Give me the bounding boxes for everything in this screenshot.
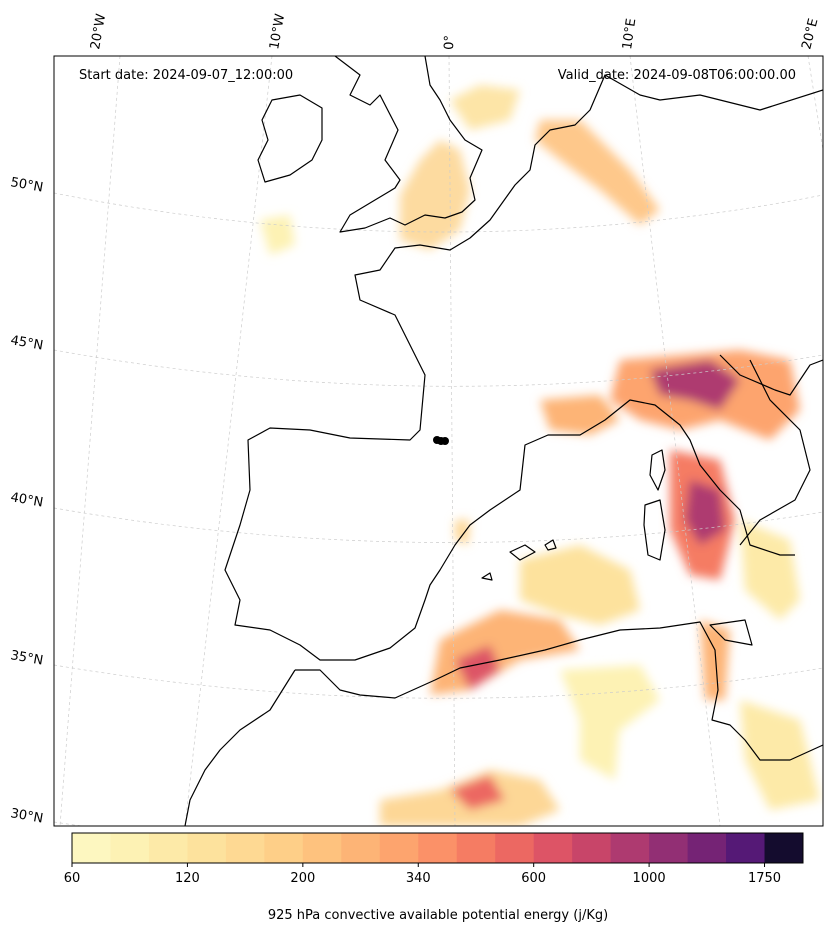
colorbar-swatch: [495, 833, 535, 863]
colorbar-tick-label: 340: [406, 871, 431, 886]
colorbar-swatch: [649, 833, 689, 863]
colorbar: [72, 833, 804, 863]
colorbar-tick-label: 200: [290, 871, 315, 886]
colorbar-swatch: [726, 833, 766, 863]
colorbar-swatch: [264, 833, 304, 863]
colorbar-tick-label: 1000: [633, 871, 666, 886]
map-frame: [53, 55, 824, 827]
lon-label-0: 0°: [442, 35, 458, 50]
valid-date-label: Valid_date: 2024-09-08T06:00:00.00: [558, 68, 796, 83]
lon-label-10w: 10°W: [267, 13, 288, 51]
coastlines: [184, 56, 823, 826]
colorbar-swatch: [72, 833, 111, 863]
colorbar-frame: [71, 832, 804, 864]
colorbar-swatch: [148, 833, 188, 863]
lon-label-20w: 20°W: [88, 13, 109, 51]
colorbar-tick-label: 600: [521, 871, 546, 886]
lon-label-10e: 10°E: [620, 18, 639, 51]
colorbar-swatch: [610, 833, 650, 863]
lat-label-50n: 50°N: [9, 175, 44, 195]
colorbar-tick-label: 60: [64, 871, 81, 886]
colorbar-swatch: [110, 833, 150, 863]
colorbar-swatch: [341, 833, 381, 863]
colorbar-swatch: [225, 833, 265, 863]
colorbar-swatch: [379, 833, 419, 863]
colorbar-tick-label: 120: [175, 871, 200, 886]
colorbar-ticks: 60 120 200 340 600 1000 1750: [64, 863, 781, 886]
colorbar-swatch: [418, 833, 458, 863]
colorbar-swatch: [456, 833, 496, 863]
lon-label-20e: 20°E: [799, 17, 821, 51]
colorbar-swatch: [572, 833, 612, 863]
colorbar-swatch: [533, 833, 573, 863]
colorbar-swatch: [302, 833, 342, 863]
colorbar-tick-label: 1750: [748, 871, 781, 886]
cape-field-layer: [260, 85, 820, 826]
start-date-label: Start date: 2024-09-07_12:00:00: [79, 68, 293, 83]
station-marker: [433, 436, 449, 445]
graticule: [54, 56, 823, 826]
lat-label-35n: 35°N: [9, 648, 44, 668]
lat-label-30n: 30°N: [9, 806, 44, 826]
colorbar-title: 925 hPa convective available potential e…: [268, 908, 608, 923]
lat-label-40n: 40°N: [9, 490, 44, 510]
colorbar-swatch: [687, 833, 727, 863]
lat-label-45n: 45°N: [9, 333, 44, 353]
colorbar-swatch: [187, 833, 227, 863]
colorbar-swatch: [764, 833, 804, 863]
